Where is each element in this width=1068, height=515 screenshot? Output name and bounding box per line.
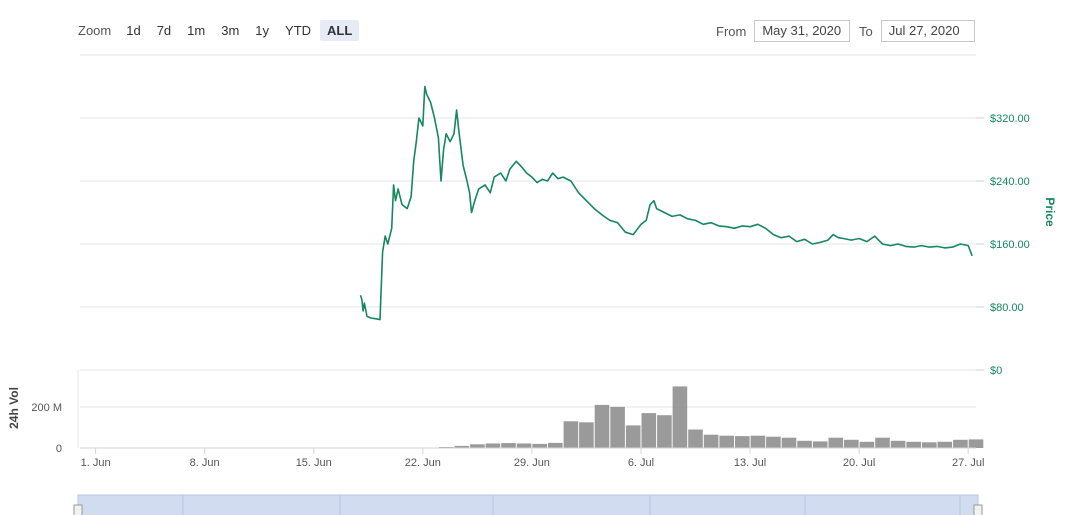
price-axis-label: Price (1043, 197, 1057, 227)
to-label: To (859, 23, 873, 39)
volume-bar (625, 425, 641, 448)
zoom-1m-button[interactable]: 1m (187, 22, 206, 38)
volume-bar (781, 437, 797, 448)
volume-bar (516, 443, 532, 448)
volume-bar (703, 434, 719, 448)
zoom-all-button[interactable]: ALL (320, 19, 360, 41)
x-tick-label: 15. Jun (296, 457, 332, 469)
volume-bar (672, 386, 688, 448)
volume-bar (657, 415, 672, 448)
price-series (359, 85, 973, 321)
volume-bar (828, 437, 844, 448)
volume-bar (859, 441, 875, 448)
navigator[interactable] (73, 494, 983, 515)
price-tick-label: $80.00 (990, 302, 1024, 314)
from-label: From (716, 23, 747, 39)
price-tick-label: $0 (990, 365, 1002, 377)
volume-bar (563, 421, 579, 448)
zoom-1y-button[interactable]: 1y (255, 22, 270, 38)
zoom-ytd-button[interactable]: YTD (285, 22, 312, 38)
volume-bar (890, 440, 906, 448)
volume-bar (485, 443, 501, 448)
navigator-range-mask[interactable] (77, 494, 979, 515)
zoom-3m-button[interactable]: 3m (221, 22, 240, 38)
volume-bar (937, 441, 953, 448)
price-axis-title: Price (1043, 197, 1057, 227)
price-tick-label: $160.00 (990, 239, 1030, 251)
volume-series (438, 386, 984, 448)
volume-bar (579, 422, 594, 448)
zoom-label: Zoom (78, 22, 112, 38)
navigator-handle[interactable] (973, 504, 983, 515)
from-date-input[interactable]: May 31, 2020 (754, 20, 851, 42)
volume-bar (812, 441, 828, 448)
volume-bar (501, 443, 516, 448)
volume-bar (454, 445, 470, 448)
grid-lines (77, 54, 976, 449)
volume-bar (766, 436, 781, 448)
volume-bar (797, 440, 812, 448)
x-tick-label: 20. Jul (843, 457, 875, 469)
volume-bar (906, 441, 921, 448)
volume-bar (922, 442, 937, 448)
volume-bar (610, 406, 625, 448)
x-tick-label: 6. Jul (628, 457, 654, 469)
zoom-7d-button[interactable]: 7d (156, 22, 172, 38)
volume-axis: 0 200 M (31, 402, 62, 455)
volume-axis-label: 24h Vol (7, 387, 21, 429)
volume-bar (641, 413, 657, 448)
volume-bar (548, 442, 563, 448)
volume-bar (750, 435, 766, 448)
x-tick-label: 13. Jul (734, 457, 766, 469)
zoom-toolbar: Zoom 1d 7d 1m 3m 1y YTD ALL (78, 18, 360, 42)
date-range-from: From May 31, 2020 (716, 20, 851, 42)
price-tick-label: $320.00 (990, 113, 1030, 125)
volume-bar (735, 436, 750, 448)
volume-bar (470, 444, 485, 448)
x-tick-label: 1. Jun (81, 457, 111, 469)
volume-tick-label: 0 (56, 443, 62, 455)
volume-bar (719, 435, 734, 448)
volume-axis-title: 24h Vol (7, 387, 21, 429)
x-tick-label: 22. Jun (405, 457, 441, 469)
volume-bar (688, 429, 703, 448)
price-line (359, 85, 973, 321)
volume-bar (594, 404, 610, 448)
zoom-1d-button[interactable]: 1d (126, 22, 141, 38)
x-tick-label: 8. Jun (190, 457, 220, 469)
price-tick-label: $240.00 (990, 176, 1030, 188)
x-tick-label: 29. Jun (514, 457, 550, 469)
volume-bar (875, 437, 890, 448)
volume-bar (968, 439, 984, 448)
volume-bar (844, 439, 859, 448)
x-axis: 1. Jun 8. Jun 15. Jun 22. Jun 29. Jun 6. Jul 1… (80, 447, 984, 469)
price-axis: $0 $80.00 $160.00 $240.00 $320.00 (976, 113, 1030, 377)
navigator-handle[interactable] (73, 504, 83, 515)
x-tick-label: 27. Jul (952, 457, 984, 469)
volume-tick-label: 200 M (31, 402, 62, 414)
to-date-input[interactable]: Jul 27, 2020 (880, 20, 975, 42)
date-range-to: To Jul 27, 2020 (859, 20, 975, 42)
volume-bar (953, 439, 968, 448)
volume-bar (532, 443, 547, 448)
